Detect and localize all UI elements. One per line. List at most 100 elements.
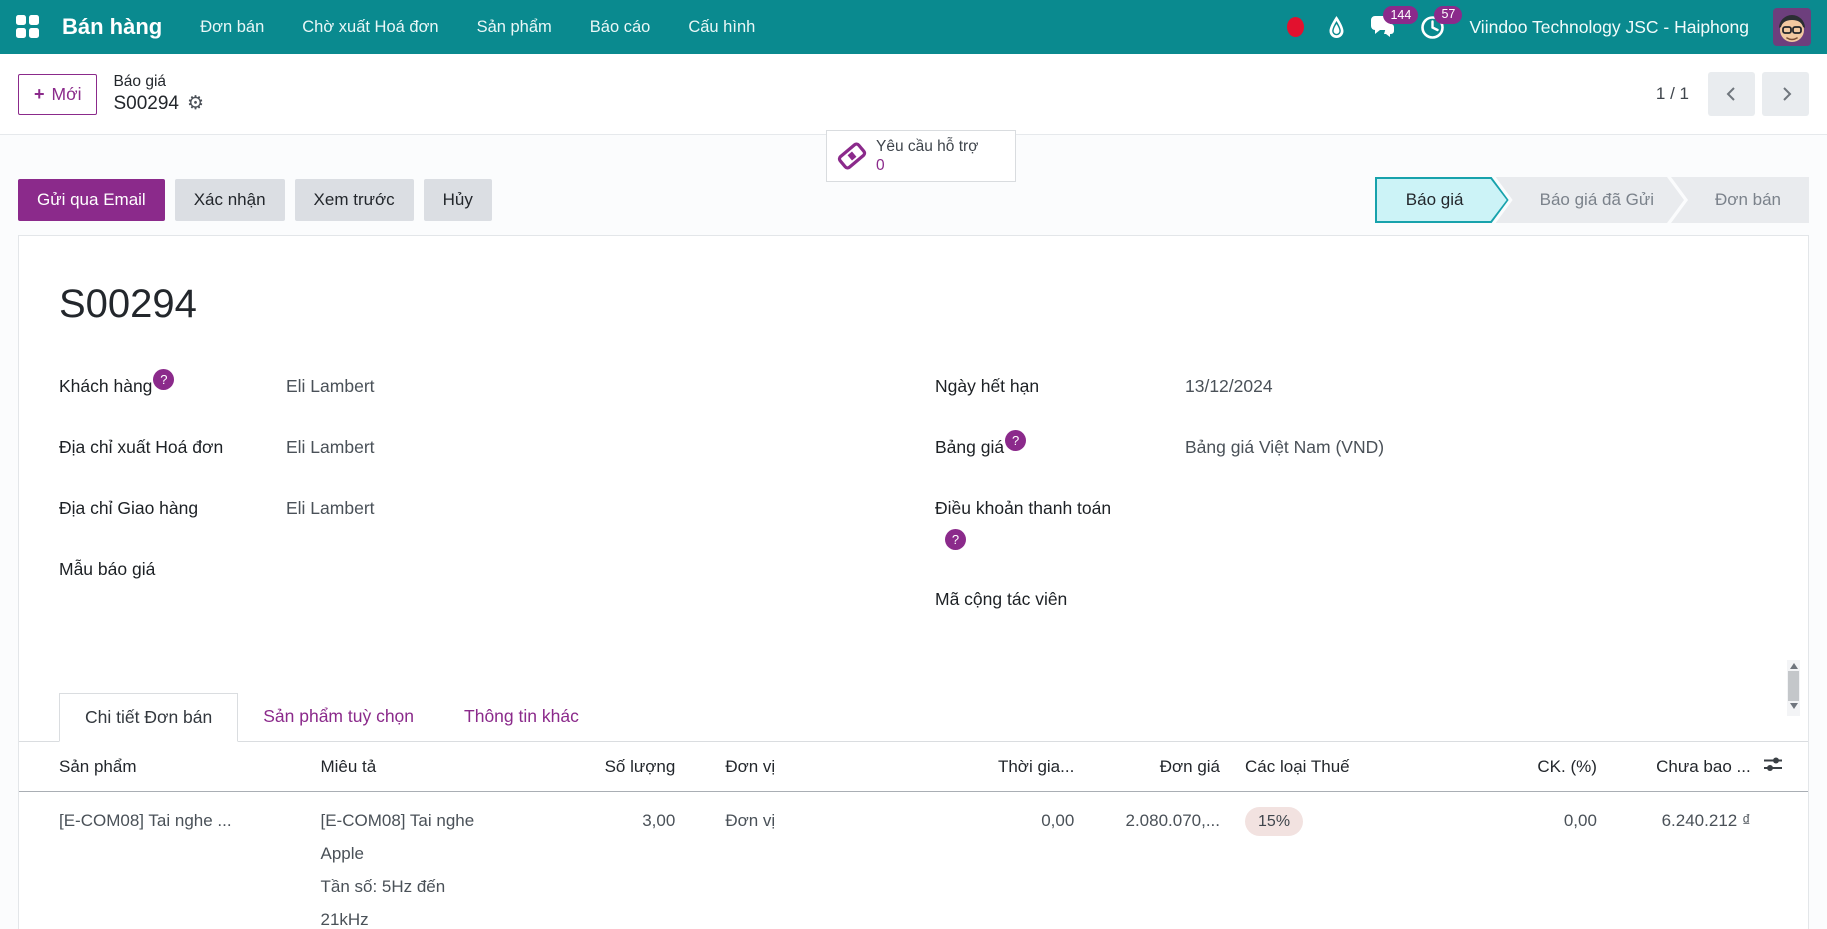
form-statusbar: Gửi qua Email Xác nhận Xem trước Hủy Báo… (0, 135, 1827, 235)
tab-order-lines[interactable]: Chi tiết Đơn bán (59, 693, 239, 742)
cell-unit-price[interactable]: 2.080.070,... (1125, 811, 1221, 830)
systray: 144 57 Viindoo Technology JSC - Haiphong (1287, 5, 1811, 46)
user-avatar[interactable] (1773, 8, 1811, 46)
water-drop-glyph (1329, 16, 1344, 38)
tax-badge[interactable]: 15% (1245, 807, 1304, 836)
confirm-button[interactable]: Xác nhận (174, 179, 285, 221)
action-buttons: Gửi qua Email Xác nhận Xem trước Hủy (18, 179, 492, 221)
field-value-delivery-address[interactable]: Eli Lambert (286, 498, 375, 518)
help-icon[interactable]: ? (1005, 430, 1027, 451)
col-header-discount[interactable]: CK. (%) (1422, 742, 1603, 792)
cell-taxes[interactable]: 15% (1226, 792, 1422, 929)
table-header-row: Sản phẩm Miêu tả Số lượng Đơn vị Thời gi… (19, 742, 1808, 792)
help-icon[interactable]: ? (153, 369, 175, 390)
pager-previous-button[interactable] (1708, 72, 1755, 116)
menu-item-orders[interactable]: Đơn bán (200, 17, 265, 36)
field-label: Địa chỉ Giao hàng (59, 498, 199, 518)
send-email-button[interactable]: Gửi qua Email (18, 179, 165, 221)
col-header-quantity[interactable]: Số lượng (562, 742, 682, 792)
field-value-quotation-template[interactable] (286, 556, 935, 583)
water-drop-icon[interactable] (1328, 15, 1345, 39)
field-label: Địa chỉ xuất Hoá đơn (59, 437, 224, 457)
field-column-left: Khách hàng? Eli Lambert Địa chỉ xuất Hoá… (59, 369, 935, 647)
apps-grid-square (29, 15, 39, 25)
field-value-customer[interactable]: Eli Lambert (286, 376, 375, 396)
preview-button[interactable]: Xem trước (294, 179, 414, 221)
record-indicator-icon[interactable] (1287, 17, 1305, 37)
cell-product[interactable]: [E-COM08] Tai nghe ... (59, 811, 232, 830)
field-value-invoice-address[interactable]: Eli Lambert (286, 437, 375, 457)
gear-icon[interactable]: ⚙ (186, 92, 205, 114)
menu-item-to-invoice[interactable]: Chờ xuất Hoá đơn (302, 17, 439, 36)
pager-next-button[interactable] (1762, 72, 1809, 116)
col-header-untaxed[interactable]: Chưa bao ... (1602, 742, 1757, 792)
status-step-quotation[interactable]: Báo giá (1375, 177, 1509, 223)
breadcrumb: Báo giá S00294 ⚙ (113, 72, 204, 115)
col-header-unit-price[interactable]: Đơn giá (1080, 742, 1227, 792)
status-step-label: Đơn bán (1715, 190, 1781, 209)
menu-item-configuration[interactable]: Cấu hình (688, 17, 756, 36)
messages-icon[interactable]: 144 (1369, 6, 1419, 39)
col-header-product[interactable]: Sản phẩm (19, 742, 315, 792)
messages-badge: 144 (1383, 6, 1419, 24)
field-label: Ngày hết hạn (935, 376, 1040, 396)
cancel-button[interactable]: Hủy (423, 179, 492, 221)
main-menu: Đơn bán Chờ xuất Hoá đơn Sản phẩm Báo cá… (200, 18, 755, 37)
tab-optional-products[interactable]: Sản phẩm tuỳ chọn (263, 706, 415, 726)
field-column-right: Ngày hết hạn 13/12/2024 Bảng giá? Bảng g… (935, 373, 1788, 647)
apps-grid-square (16, 28, 26, 38)
menu-item-products[interactable]: Sản phẩm (476, 17, 552, 36)
company-name[interactable]: Viindoo Technology JSC - Haiphong (1469, 16, 1749, 37)
cell-quantity[interactable]: 3,00 (642, 811, 676, 830)
optional-columns-icon[interactable] (1763, 756, 1783, 778)
col-header-lead-time[interactable]: Thời gia... (829, 742, 1081, 792)
avatar-image (1773, 8, 1811, 46)
cell-lead-time[interactable]: 0,00 (1041, 811, 1075, 830)
field-expiration-date: Ngày hết hạn 13/12/2024 (935, 373, 1788, 400)
field-grid: Khách hàng? Eli Lambert Địa chỉ xuất Hoá… (19, 369, 1808, 647)
field-label: Điều khoản thanh toán? (935, 495, 1185, 552)
field-value-expiration-date[interactable]: 13/12/2024 (1185, 376, 1273, 396)
notebook-scrollbar[interactable] (1787, 660, 1800, 716)
chevron-left-icon (1726, 87, 1735, 101)
field-value-partner-code[interactable] (1185, 586, 1788, 613)
order-line-row[interactable]: [E-COM08] Tai nghe ... [E-COM08] Tai ngh… (19, 792, 1808, 929)
plus-icon: + (34, 83, 45, 104)
field-payment-terms: Điều khoản thanh toán? (935, 495, 1788, 552)
scrollbar-up-arrow[interactable] (1789, 663, 1798, 669)
field-invoice-address: Địa chỉ xuất Hoá đơn Eli Lambert (59, 434, 935, 461)
status-step-quotation-sent[interactable]: Báo giá đã Gửi (1496, 177, 1684, 223)
status-step-label: Báo giá (1405, 190, 1464, 209)
apps-grid-icon[interactable] (16, 15, 40, 39)
status-step-sales-order[interactable]: Đơn bán (1671, 177, 1809, 223)
help-icon[interactable]: ? (945, 529, 966, 550)
activities-icon[interactable]: 57 (1420, 5, 1463, 40)
col-header-taxes[interactable]: Các loại Thuế (1226, 742, 1422, 792)
record-name: S00294 (113, 92, 179, 114)
cell-unit[interactable]: Đơn vị (725, 811, 776, 830)
field-value-pricelist[interactable]: Bảng giá Việt Nam (VND) (1185, 437, 1385, 457)
field-value-payment-terms[interactable] (1185, 495, 1788, 552)
menu-item-reporting[interactable]: Báo cáo (589, 17, 651, 36)
app-name[interactable]: Bán hàng (62, 14, 163, 39)
scrollbar-thumb[interactable] (1788, 671, 1799, 701)
cell-untaxed-amount[interactable]: 6.240.212 ₫ (1661, 811, 1751, 830)
cell-description[interactable]: [E-COM08] Tai nghe Apple Tần số: 5Hz đến… (314, 792, 562, 929)
tab-other-info[interactable]: Thông tin khác (464, 706, 579, 726)
new-button[interactable]: + Mới (18, 73, 98, 115)
col-header-unit[interactable]: Đơn vị (681, 742, 830, 792)
support-request-value: 0 (876, 157, 885, 174)
chevron-right-icon (1782, 87, 1791, 101)
description-line: Tần số: 5Hz đến (320, 877, 446, 896)
description-line: [E-COM08] Tai nghe (320, 811, 475, 830)
page-title: S00294 (59, 282, 197, 326)
cell-discount[interactable]: 0,00 (1563, 811, 1597, 830)
new-button-label: Mới (51, 83, 82, 104)
field-partner-code: Mã cộng tác viên (935, 586, 1788, 613)
apps-grid-square (29, 28, 39, 38)
col-header-description[interactable]: Miêu tả (314, 742, 563, 792)
field-pricelist: Bảng giá? Bảng giá Việt Nam (VND) (935, 430, 1788, 461)
breadcrumb-parent-link[interactable]: Báo giá (113, 73, 167, 91)
scrollbar-down-arrow[interactable] (1789, 703, 1798, 709)
support-request-stat-button[interactable]: Yêu cầu hỗ trợ 0 (826, 130, 1016, 182)
